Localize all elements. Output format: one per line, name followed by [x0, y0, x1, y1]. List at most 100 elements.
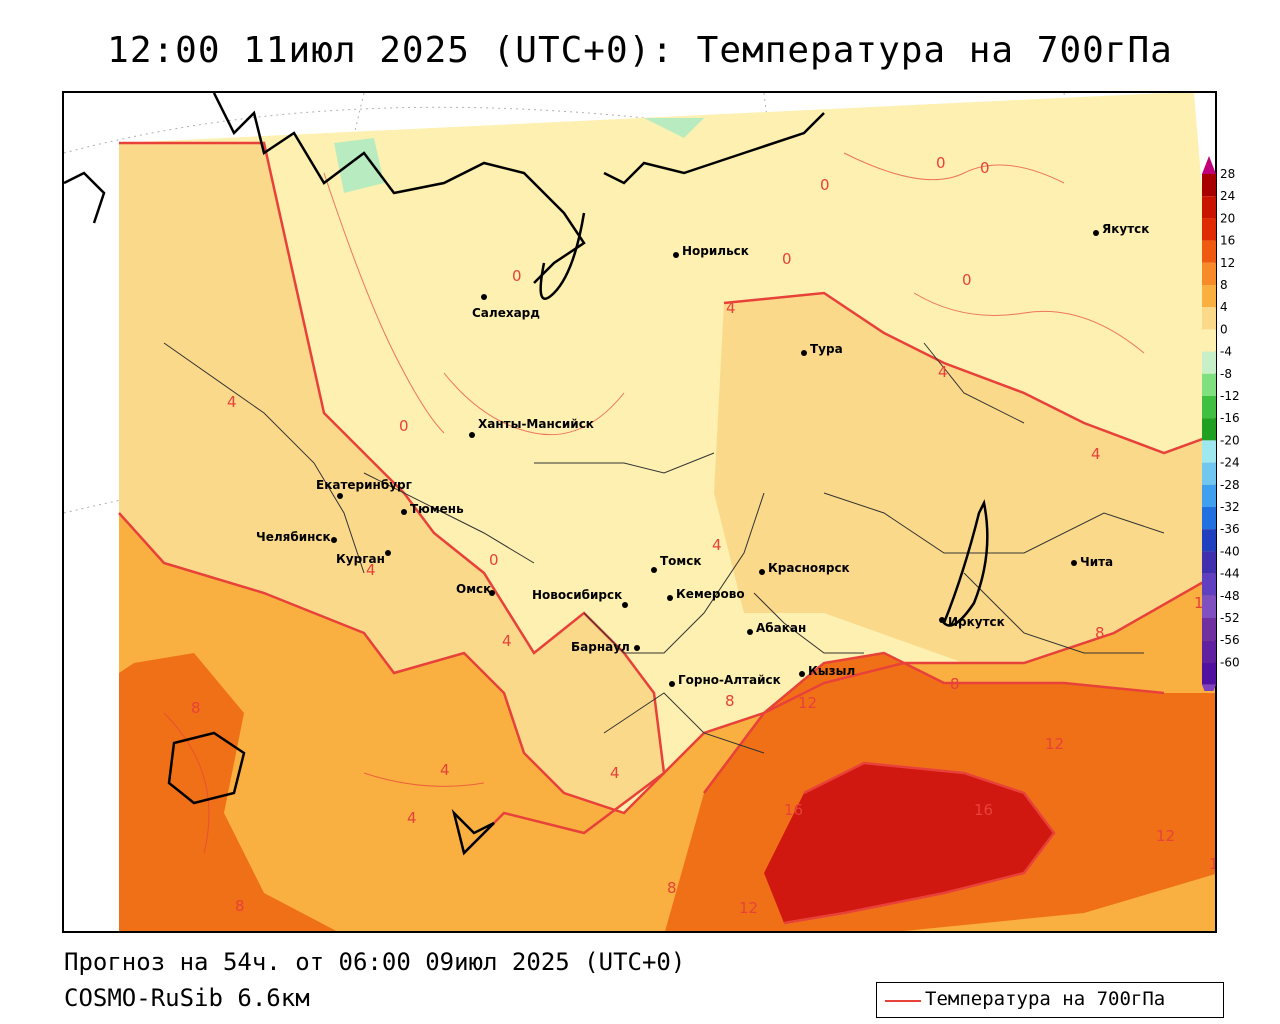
iso-label: 0 — [980, 159, 990, 177]
iso-label: 4 — [407, 809, 417, 827]
zone-cold-1 — [334, 138, 384, 193]
city-norilsk[interactable]: Норильск — [673, 244, 749, 258]
iso-label: 0 — [782, 250, 792, 268]
iso-label: 0 — [399, 417, 409, 435]
map-frame[interactable]: 0 0 0 0 0 0 0 0 4 4 4 4 4 4 4 4 4 4 8 8 … — [62, 91, 1217, 933]
city-tyumen[interactable]: Тюмень — [401, 502, 464, 516]
svg-text:Барнаул: Барнаул — [571, 640, 630, 654]
forecast-info: Прогноз на 54ч. от 06:00 09июл 2025 (UTC… — [64, 948, 686, 976]
isotherm-lines — [118, 141, 1215, 925]
iso-label: 4 — [726, 299, 736, 317]
city-tomsk[interactable]: Томск — [651, 554, 702, 573]
iso-label: 0 — [489, 551, 499, 569]
colorbar-cell — [1202, 640, 1216, 663]
svg-text:Ханты-Мансийск: Ханты-Мансийск — [478, 417, 594, 431]
admin-borders — [163, 342, 1165, 754]
city-kemerovo[interactable]: Кемерово — [667, 587, 745, 601]
colorbar-tick-label: -24 — [1220, 456, 1240, 470]
iso-label: 12 — [1156, 827, 1175, 845]
colorbar-cell — [1202, 240, 1216, 263]
svg-text:Омск: Омск — [456, 582, 491, 596]
svg-text:Тура: Тура — [810, 342, 843, 356]
iso-label: 16 — [974, 801, 993, 819]
colorbar-cell — [1202, 351, 1216, 374]
city-khanty-mansiysk[interactable]: Ханты-Мансийск — [469, 417, 594, 438]
iso-label: 16 — [784, 801, 803, 819]
iso-label: 8 — [950, 675, 960, 693]
legend-line-swatch — [885, 1000, 921, 1002]
iso-label: 8 — [1095, 624, 1105, 642]
iso-label: 8 — [725, 692, 735, 710]
colorbar-tick-label: -20 — [1220, 433, 1240, 447]
colorbar-tick-label: -4 — [1220, 345, 1232, 359]
city-chita[interactable]: Чита — [1071, 555, 1113, 569]
city-chelyabinsk[interactable]: Челябинск — [256, 530, 337, 544]
svg-text:Чита: Чита — [1080, 555, 1113, 569]
city-yakutsk[interactable]: Якутск — [1093, 222, 1149, 236]
colorbar-cells — [1202, 156, 1216, 691]
iso-label: 8 — [191, 699, 201, 717]
colorbar-tick-label: 0 — [1220, 322, 1228, 336]
colorbar-tick-label: -8 — [1220, 367, 1232, 381]
iso-label: 4 — [938, 363, 948, 381]
colorbar-tick-label: 4 — [1220, 300, 1228, 314]
colorbar-tick-label: 24 — [1220, 189, 1235, 203]
colorbar-tick-label: -48 — [1220, 589, 1240, 603]
svg-text:Горно-Алтайск: Горно-Алтайск — [678, 673, 781, 687]
iso-label: 1 — [1209, 855, 1217, 873]
colorbar-cell — [1202, 262, 1216, 285]
colorbar-cell — [1202, 373, 1216, 396]
svg-text:Иркутск: Иркутск — [948, 615, 1005, 629]
city-gorno-altaysk[interactable]: Горно-Алтайск — [669, 673, 781, 687]
iso-label: 4 — [1091, 445, 1101, 463]
svg-text:Челябинск: Челябинск — [256, 530, 331, 544]
colorbar-cell — [1202, 484, 1216, 507]
colorbar-cell — [1202, 529, 1216, 552]
city-salekhard[interactable]: Салехард — [472, 294, 540, 320]
colorbar-cell — [1202, 196, 1216, 219]
colorbar-bottom-arrow — [1202, 684, 1216, 691]
city-yekaterinburg[interactable]: Екатеринбург — [316, 478, 412, 499]
svg-text:Салехард: Салехард — [472, 306, 540, 320]
coastline — [64, 93, 989, 856]
iso-label: 4 — [440, 761, 450, 779]
svg-text:Якутск: Якутск — [1102, 222, 1149, 236]
colorbar-cell — [1202, 396, 1216, 419]
colorbar-tick-label: 12 — [1220, 256, 1235, 270]
city-krasnoyarsk[interactable]: Красноярск — [759, 561, 850, 575]
svg-text:Екатеринбург: Екатеринбург — [316, 478, 412, 492]
svg-text:Кемерово: Кемерово — [676, 587, 745, 601]
colorbar-tick-label: -44 — [1220, 567, 1240, 581]
colorbar-tick-label: -12 — [1220, 389, 1240, 403]
legend: Температура на 700гПа — [876, 982, 1224, 1018]
iso-label: 0 — [936, 154, 946, 172]
city-tura[interactable]: Тура — [801, 342, 843, 356]
colorbar-top-arrow — [1202, 156, 1216, 174]
colorbar-cell — [1202, 662, 1216, 685]
isotherm-lines-thin — [163, 152, 1145, 854]
colorbar-cell — [1202, 440, 1216, 463]
colorbar-tick-label: -36 — [1220, 522, 1240, 536]
city-abakan[interactable]: Абакан — [747, 621, 806, 635]
svg-text:Тюмень: Тюмень — [410, 502, 464, 516]
iso-label: 4 — [502, 632, 512, 650]
colorbar-tick-label: -52 — [1220, 611, 1240, 625]
zone-cold-2 — [644, 118, 704, 138]
iso-label: 4 — [610, 764, 620, 782]
city-barnaul[interactable]: Барнаул — [571, 640, 640, 654]
city-kurgan[interactable]: Курган — [336, 550, 391, 566]
svg-text:Красноярск: Красноярск — [768, 561, 850, 575]
colorbar: 28 24 20 16 12 8 4 0 -4 -8 -12 -16 -20 -24 -28 -32 -36 -4… — [1202, 156, 1240, 691]
model-info: COSMO-RuSib 6.6км — [64, 984, 310, 1012]
city-kyzyl[interactable]: Кызыл — [799, 664, 855, 678]
svg-text:Норильск: Норильск — [682, 244, 749, 258]
iso-label: 4 — [366, 561, 376, 579]
colorbar-cell — [1202, 329, 1216, 352]
city-novosibirsk[interactable]: Новосибирск — [532, 588, 628, 608]
colorbar-cell — [1202, 573, 1216, 596]
colorbar-tick-label: -60 — [1220, 655, 1240, 669]
colorbar-tick-label: 8 — [1220, 278, 1228, 292]
city-irkutsk[interactable]: Иркутск — [939, 615, 1005, 629]
city-omsk[interactable]: Омск — [456, 582, 495, 596]
colorbar-cell — [1202, 307, 1216, 330]
